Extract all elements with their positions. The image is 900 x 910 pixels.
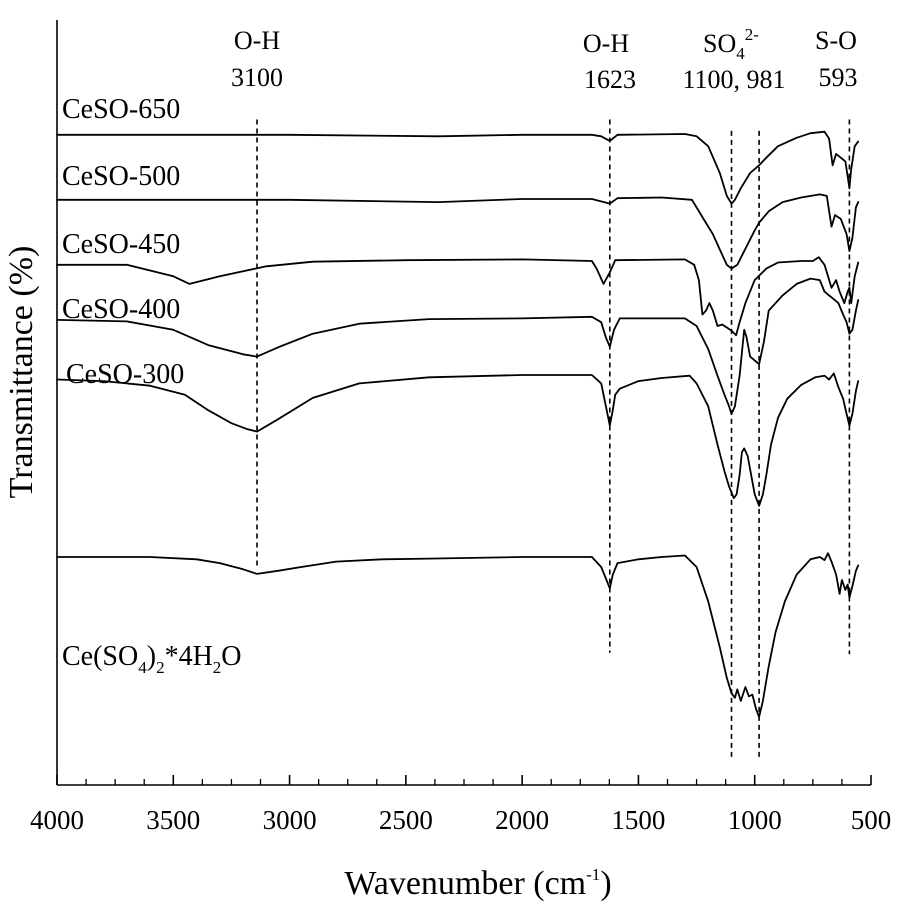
series-label-ceso-400: CeSO-400 — [62, 294, 180, 325]
annotation-sulfate-value: 1100, 981 — [682, 65, 785, 94]
series-line-ceso-300 — [56, 372, 860, 507]
series-line-ceso-400 — [56, 277, 860, 415]
series-label-ceso-650: CeSO-650 — [62, 94, 180, 125]
guide-lines — [256, 119, 851, 761]
x-tick-label-2500: 2500 — [379, 805, 433, 835]
annotation-so-value: 593 — [819, 63, 858, 92]
series-label-ceso-450: CeSO-450 — [62, 229, 180, 260]
x-ticks: 4000 3500 3000 2500 2000 1500 1000 500 — [30, 775, 891, 835]
annotation-sulfate-title: SO42- — [703, 25, 759, 63]
x-axis-title: Wavenumber (cm-1) — [344, 865, 611, 902]
series-group — [56, 130, 860, 718]
annotation-so-title: S-O — [815, 26, 857, 55]
y-axis-title: Transmittance (%) — [3, 246, 40, 499]
series-label-ceso-300: CeSO-300 — [66, 359, 184, 390]
series-line-ceso-500 — [56, 193, 860, 270]
annotation-oh-3100-title: O-H — [234, 26, 280, 55]
series-line-ceso-450 — [56, 256, 860, 337]
x-tick-label-1000: 1000 — [728, 805, 782, 835]
x-tick-label-3000: 3000 — [263, 805, 317, 835]
annotations: O-H 3100 O-H 1623 SO42- 1100, 981 S-O 59… — [231, 25, 858, 94]
x-tick-label-3500: 3500 — [146, 805, 200, 835]
series-line-ceso-650 — [56, 130, 860, 205]
x-tick-label-2000: 2000 — [495, 805, 549, 835]
annotation-oh-1623-title: O-H — [583, 29, 629, 58]
x-tick-label-4000: 4000 — [30, 805, 84, 835]
annotation-oh-1623-value: 1623 — [584, 65, 636, 94]
series-line-ce-so4-2-4h2o — [56, 552, 860, 718]
x-tick-label-500: 500 — [851, 805, 892, 835]
series-label-ceso-500: CeSO-500 — [62, 161, 180, 192]
series-label-ce-sulfate-hydrate: Ce(SO4)2*4H2O — [62, 641, 242, 677]
series-labels: CeSO-650 CeSO-500 CeSO-450 CeSO-400 CeSO… — [62, 94, 242, 677]
x-tick-label-1500: 1500 — [611, 805, 665, 835]
annotation-oh-3100-value: 3100 — [231, 63, 283, 92]
